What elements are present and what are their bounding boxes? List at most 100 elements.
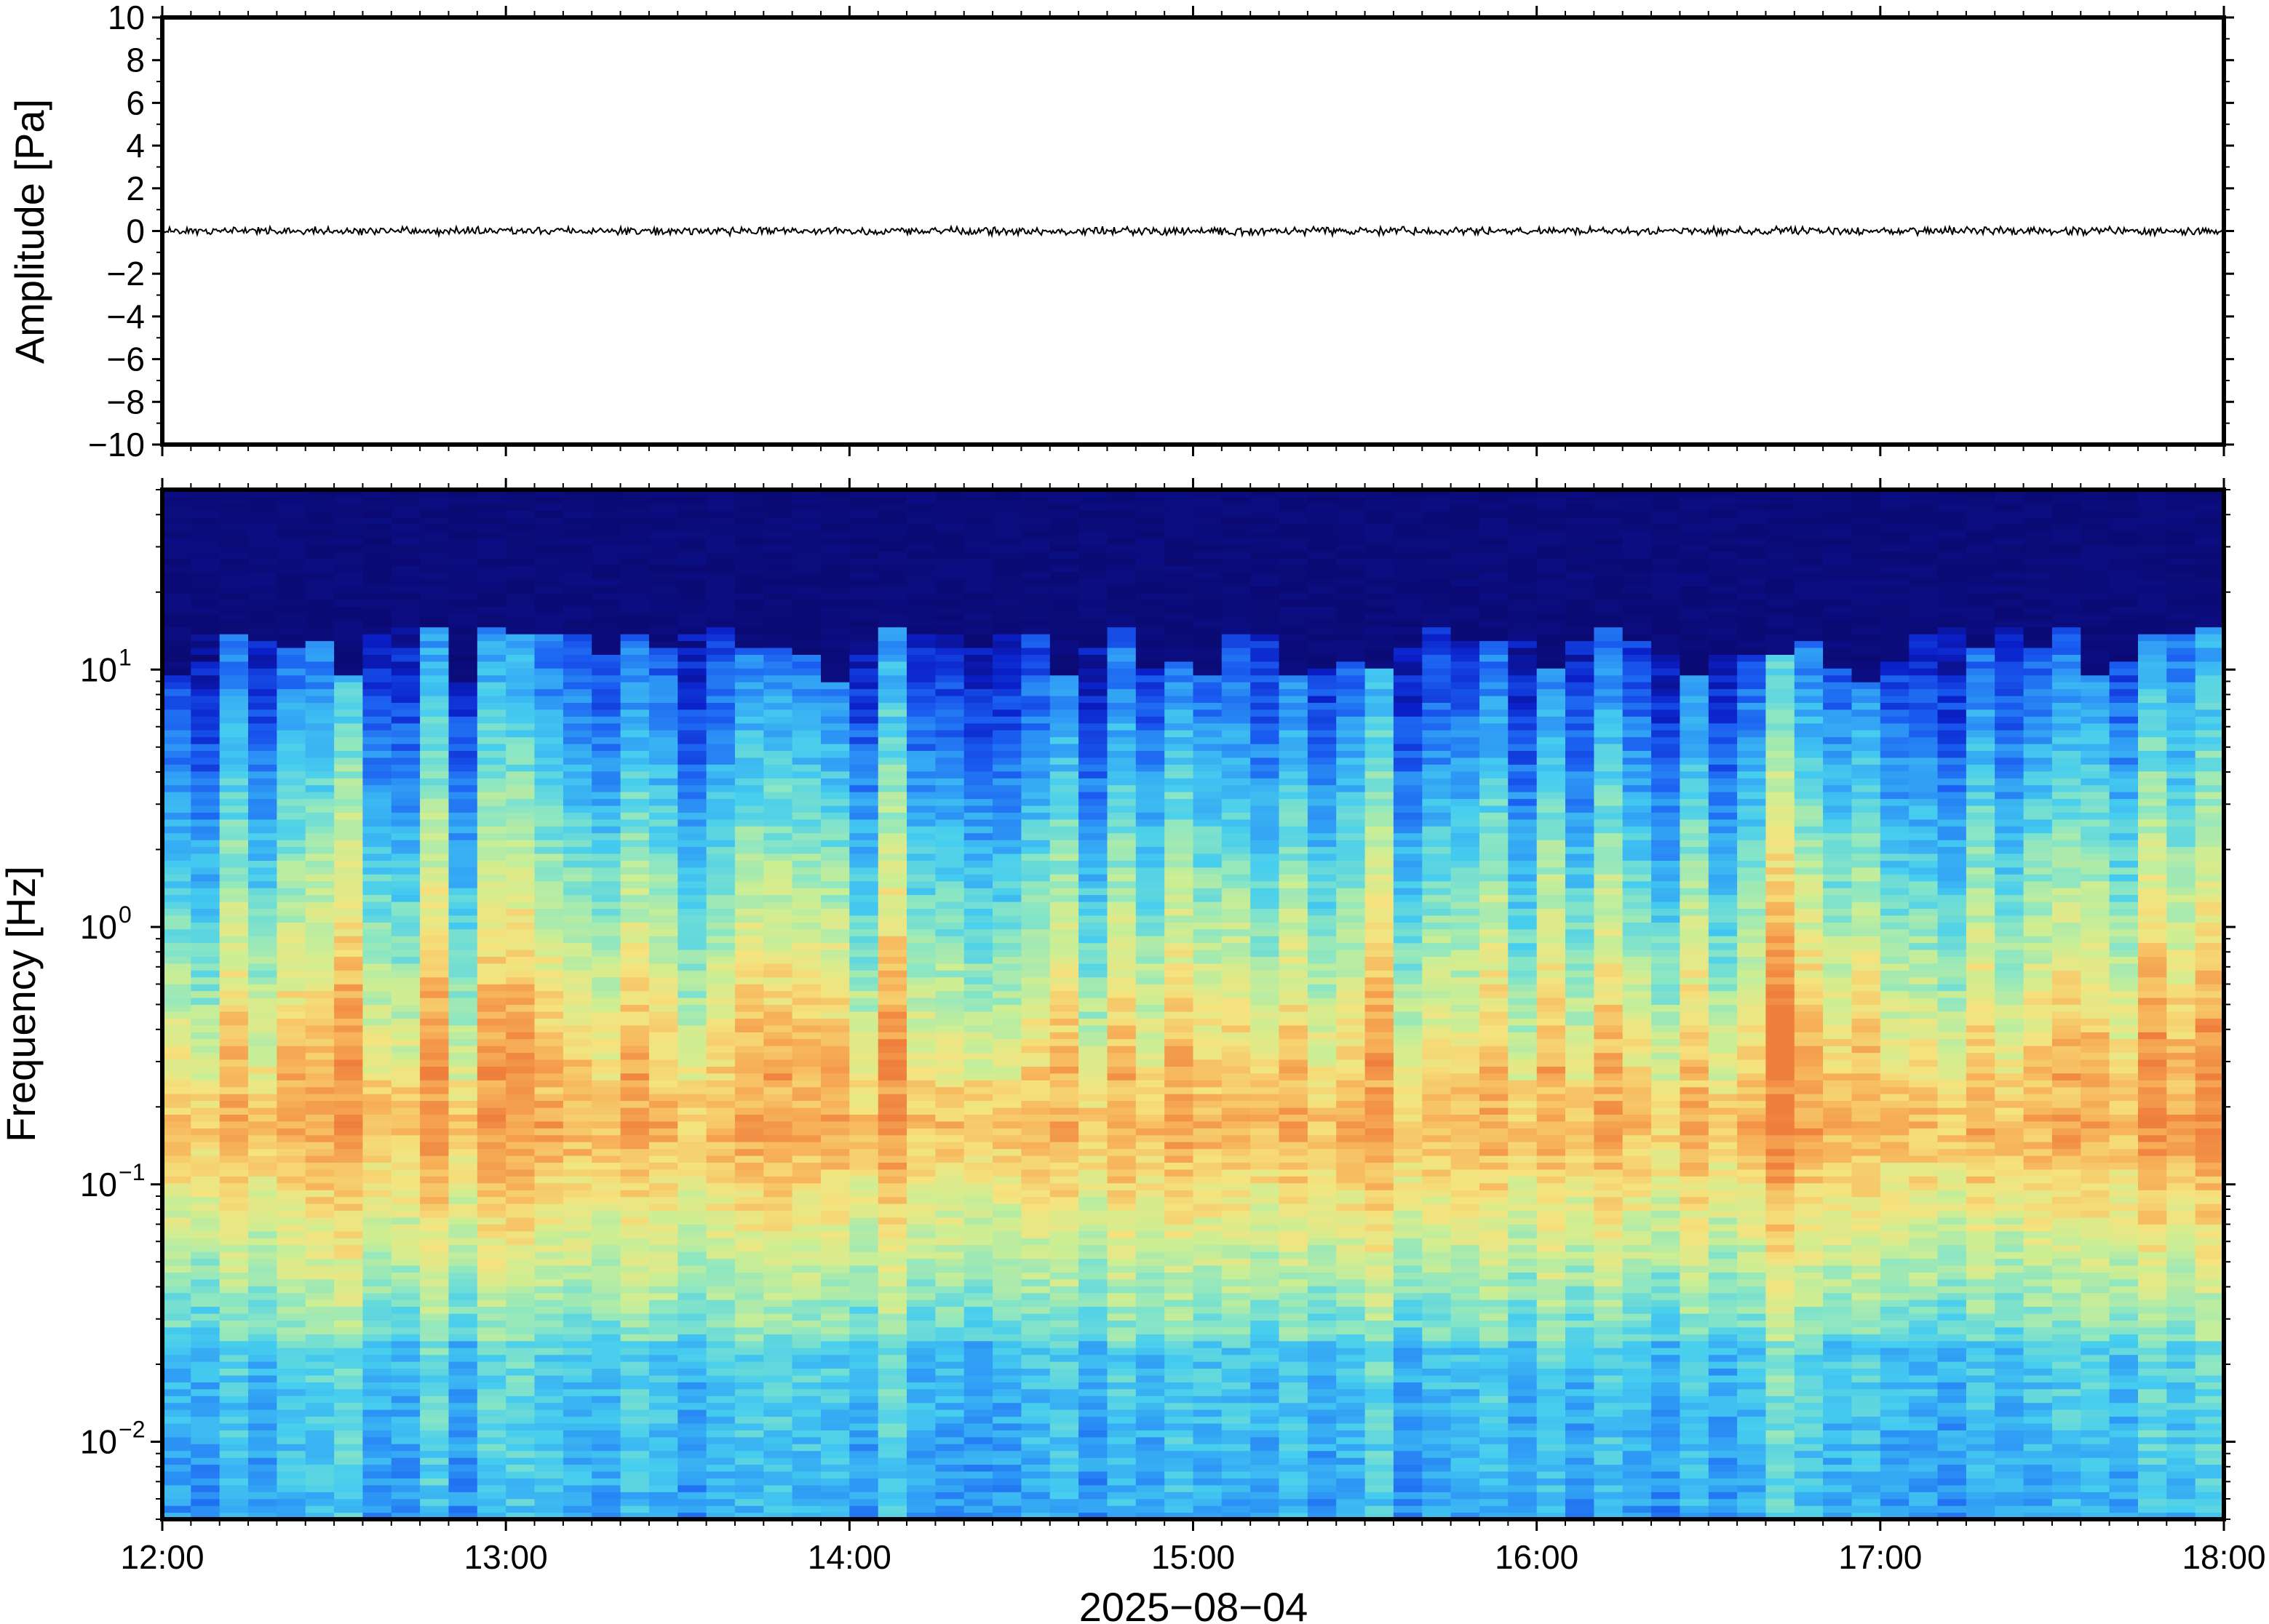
spectrogram-cell bbox=[477, 640, 506, 648]
spectrogram-cell bbox=[706, 792, 736, 800]
spectrogram-cell bbox=[907, 1409, 936, 1417]
spectrogram-cell bbox=[849, 908, 879, 916]
spectrogram-cell bbox=[993, 1162, 1022, 1170]
spectrogram-cell bbox=[792, 1217, 822, 1225]
spectrogram-cell bbox=[277, 1498, 306, 1506]
spectrogram-cell bbox=[935, 1224, 965, 1232]
spectrogram-cell bbox=[620, 798, 650, 806]
spectrogram-cell bbox=[162, 1348, 191, 1356]
spectrogram-cell bbox=[878, 730, 907, 738]
spectrogram-cell bbox=[821, 613, 850, 621]
spectrogram-cell bbox=[191, 1422, 220, 1430]
spectrogram-cell bbox=[734, 928, 764, 936]
spectrogram-cell bbox=[477, 586, 506, 594]
spectrogram-cell bbox=[993, 661, 1022, 669]
spectrogram-cell bbox=[677, 1505, 707, 1513]
spectrogram-cell bbox=[993, 1409, 1022, 1417]
spectrogram-cell bbox=[821, 1086, 850, 1094]
spectrogram-cell bbox=[448, 1265, 478, 1273]
spectrogram-cell bbox=[162, 1478, 191, 1486]
spectrogram-cell bbox=[763, 942, 793, 950]
spectrogram-cell bbox=[620, 970, 650, 978]
spectrogram-cell bbox=[993, 1176, 1022, 1184]
spectrogram-cell bbox=[763, 915, 793, 923]
spectrogram-cell bbox=[821, 1430, 850, 1438]
spectrogram-cell bbox=[248, 1190, 277, 1198]
spectrogram-cell bbox=[506, 1072, 536, 1080]
spectrogram-cell bbox=[277, 1251, 306, 1259]
spectrogram-cell bbox=[248, 1203, 277, 1211]
spectrogram-cell bbox=[277, 798, 306, 806]
spectrogram-cell bbox=[420, 853, 449, 861]
spectrogram-cell bbox=[734, 771, 764, 779]
spectrogram-cell bbox=[248, 1396, 277, 1404]
spectrogram-cell bbox=[448, 1505, 478, 1513]
spectrogram-cell bbox=[907, 1128, 936, 1136]
spectrogram-cell bbox=[821, 1052, 850, 1060]
spectrogram-cell bbox=[648, 1409, 678, 1417]
spectrogram-cell bbox=[219, 1086, 249, 1094]
spectrogram-cell bbox=[305, 874, 335, 882]
spectrogram-cell bbox=[907, 757, 936, 765]
spectrogram-cell bbox=[1021, 496, 1051, 504]
spectrogram-cell bbox=[878, 908, 907, 916]
spectrogram-cell bbox=[448, 1080, 478, 1088]
spectrogram-cell bbox=[620, 524, 650, 532]
spectrogram-cell bbox=[305, 1114, 335, 1122]
spectrogram-cell bbox=[963, 1128, 993, 1136]
spectrogram-cell bbox=[849, 826, 879, 834]
spectrogram-cell bbox=[277, 764, 306, 772]
spectrogram-cell bbox=[448, 620, 478, 628]
spectrogram-cell bbox=[248, 812, 277, 820]
spectrogram-cell bbox=[907, 744, 936, 751]
spectrogram-cell bbox=[792, 1238, 822, 1246]
spectrogram-cell bbox=[935, 606, 965, 614]
spectrogram-cell bbox=[477, 1498, 506, 1506]
spectrogram-cell bbox=[963, 819, 993, 827]
spectrogram-cell bbox=[993, 1128, 1022, 1136]
spectrogram-cell bbox=[935, 826, 965, 834]
spectrogram-cell bbox=[563, 1320, 592, 1328]
spectrogram-cell bbox=[648, 976, 678, 984]
spectrogram-cell bbox=[362, 626, 392, 634]
spectrogram-cell bbox=[191, 620, 220, 628]
spectrogram-cell bbox=[1021, 1032, 1051, 1040]
spectrogram-cell bbox=[648, 634, 678, 642]
spectrogram-cell bbox=[334, 668, 363, 676]
spectrogram-cell bbox=[963, 1217, 993, 1225]
spectrogram-cell bbox=[849, 1340, 879, 1348]
spectrogram-cell bbox=[907, 1258, 936, 1266]
spectrogram-cell bbox=[162, 1224, 191, 1232]
spectrogram-cell bbox=[620, 578, 650, 586]
spectrogram-cell bbox=[534, 668, 564, 676]
spectrogram-cell bbox=[563, 1512, 592, 1520]
spectrogram-cell bbox=[477, 970, 506, 978]
spectrogram-cell bbox=[1021, 648, 1051, 655]
spectrogram-cell bbox=[219, 976, 249, 984]
spectrogram-cell bbox=[648, 840, 678, 848]
spectrogram-cell bbox=[734, 963, 764, 971]
spectrogram-cell bbox=[219, 928, 249, 936]
spectrogram-cell bbox=[677, 578, 707, 586]
spectrogram-cell bbox=[792, 736, 822, 744]
spectrogram-cell bbox=[935, 963, 965, 971]
spectrogram-cell bbox=[907, 634, 936, 642]
spectrogram-cell bbox=[305, 1402, 335, 1410]
spectrogram-cell bbox=[935, 1326, 965, 1334]
spectrogram-cell bbox=[448, 1094, 478, 1102]
spectrogram-cell bbox=[191, 634, 220, 642]
spectrogram-cell bbox=[277, 1244, 306, 1252]
spectrogram-cell bbox=[506, 1464, 536, 1472]
spectrogram-cell bbox=[734, 1134, 764, 1142]
spectrogram-cell bbox=[907, 1374, 936, 1382]
spectrogram-cell bbox=[993, 950, 1022, 957]
spectrogram-cell bbox=[1021, 1492, 1051, 1500]
spectrogram-cell bbox=[162, 963, 191, 971]
spectrogram-cell bbox=[935, 1052, 965, 1060]
spectrogram-cell bbox=[677, 1134, 707, 1142]
waveform-y-tick-label: 2 bbox=[126, 170, 145, 207]
spectrogram-cell bbox=[1049, 915, 1079, 923]
spectrogram-cell bbox=[248, 1368, 277, 1376]
spectrogram-cell bbox=[277, 1190, 306, 1198]
